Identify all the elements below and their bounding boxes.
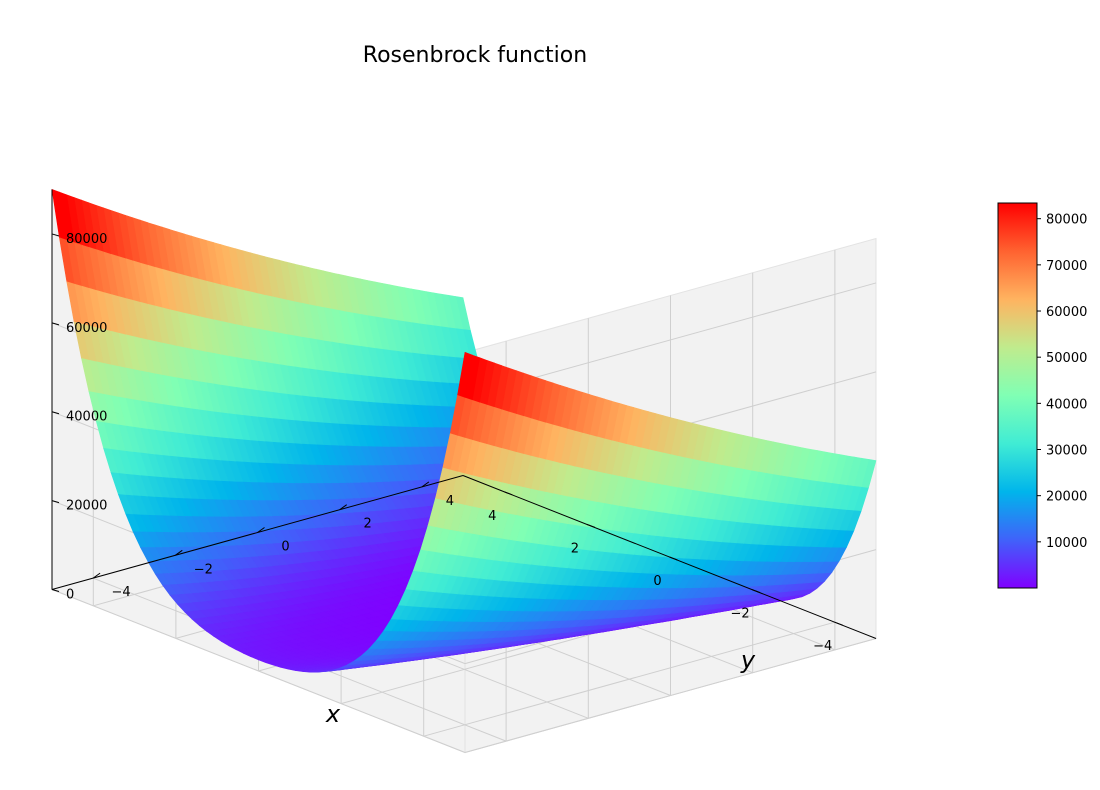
z-tick-label: 40000 [66, 410, 107, 425]
z-tick-label: 20000 [66, 499, 107, 514]
chart-title: Rosenbrock function [363, 43, 587, 68]
wall-gridline [51, 589, 466, 753]
colorbar-tick-label: 10000 [1046, 536, 1087, 551]
x-tick-label: −4 [813, 639, 832, 654]
x-axis-label: x [325, 700, 341, 728]
colorbar-tick-label: 60000 [1046, 305, 1087, 320]
x-tick-mark [751, 589, 761, 594]
colorbar-gradient [997, 202, 1038, 589]
x-tick-mark [834, 621, 843, 626]
surface-plot [51, 188, 877, 673]
x-tick-mark [669, 556, 678, 561]
z-tick-label: 0 [66, 588, 74, 603]
surface-patch [457, 351, 473, 398]
tick-marks: 4 2 0 −2 −4 −4 −2 0 2 4 0 20000 40000 60000 80000 [51, 232, 843, 654]
wall-gridline [464, 638, 877, 753]
y-tick-label: 4 [446, 494, 454, 509]
y-axis-label: y [740, 646, 756, 674]
colorbar-tick-label: 30000 [1046, 444, 1087, 459]
y-tick-label: −2 [194, 562, 213, 577]
y-tick-mark [339, 504, 347, 511]
y-tick-label: 0 [281, 540, 289, 555]
y-tick-mark [421, 481, 430, 488]
y-tick-mark [92, 572, 101, 579]
z-tick-mark [51, 411, 60, 415]
y-tick-mark [257, 527, 265, 533]
z-tick-label: 60000 [66, 321, 107, 336]
z-tick-mark [51, 322, 60, 326]
x-tick-label: 2 [571, 541, 579, 556]
x-tick-mark [504, 491, 513, 496]
z-tick-mark [51, 589, 60, 592]
colorbar-ticks: 10000 20000 30000 40000 50000 60000 70000 80000 [1037, 213, 1087, 551]
y-tick-label: 2 [364, 517, 372, 532]
colorbar-tick-label: 70000 [1046, 259, 1087, 274]
colorbar: 10000 20000 30000 40000 50000 60000 70000 80000 [997, 202, 1087, 589]
y-tick-mark [175, 549, 183, 556]
x-tick-label: 0 [653, 574, 661, 589]
colorbar-tick-label: 20000 [1046, 490, 1087, 505]
z-tick-mark [51, 500, 60, 504]
colorbar-tick-label: 50000 [1046, 351, 1087, 366]
x-tick-label: −2 [731, 607, 750, 622]
x-tick-label: 4 [488, 509, 496, 524]
colorbar-tick-label: 40000 [1046, 397, 1087, 412]
z-tick-mark [51, 233, 60, 237]
colorbar-tick-label: 80000 [1046, 213, 1087, 228]
z-tick-label: 80000 [66, 232, 107, 247]
y-tick-label: −4 [112, 585, 131, 600]
x-tick-mark [586, 523, 596, 528]
